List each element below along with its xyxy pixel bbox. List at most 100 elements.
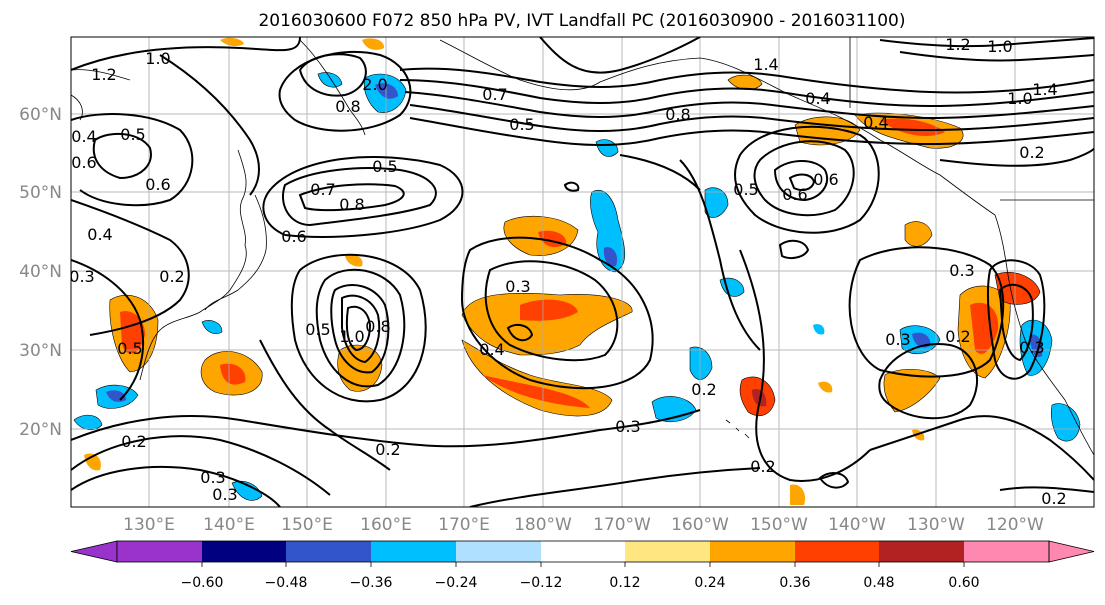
contour-label: 0.8 <box>339 195 364 214</box>
lon-label: 170°E <box>438 515 490 535</box>
pv-positive-patch <box>482 375 590 408</box>
pv-negative-patch <box>1030 334 1043 358</box>
pv-contour <box>71 435 331 496</box>
pv-positive-patch <box>362 38 385 50</box>
pv-positive-patch <box>818 381 833 393</box>
contour-label: 0.5 <box>117 339 142 358</box>
colorbar: −0.60 −0.48 −0.36 −0.24 −0.12 0.12 0.24 0.36 0.4… <box>70 540 1095 591</box>
contour-label: 1.0 <box>145 49 170 68</box>
lat-label: 30°N <box>19 341 62 361</box>
pv-positive-patch <box>220 37 244 47</box>
pv-contour <box>848 246 1005 378</box>
contour-label: 0.3 <box>615 417 640 436</box>
contour-label: 1.4 <box>1032 80 1057 99</box>
contour-label: 0.3 <box>505 277 530 296</box>
contour-label: 0.3 <box>212 485 237 504</box>
pv-contour <box>404 91 1094 120</box>
contour-label: 0.6 <box>813 170 838 189</box>
lon-label: 140°E <box>203 515 255 535</box>
contour-label: 0.6 <box>281 227 306 246</box>
pv-contour <box>734 125 880 234</box>
colorbar-arrow-left <box>70 540 118 563</box>
pv-contour <box>460 236 654 390</box>
pv-contour <box>399 79 1094 108</box>
contour-label: 0.5 <box>120 125 145 144</box>
pv-negative-patch <box>1050 403 1081 442</box>
colorbar-tick-label: −0.48 <box>265 575 308 591</box>
lon-label: 150°W <box>750 515 808 535</box>
contour-label: 0.4 <box>479 340 504 359</box>
pv-contour <box>899 51 1094 62</box>
pv-contour <box>330 284 390 374</box>
contour-label: 0.5 <box>305 320 330 339</box>
pv-contour <box>71 259 144 401</box>
contour-label: 0.8 <box>365 317 390 336</box>
lon-label: 130°W <box>907 515 965 535</box>
coastline-asia <box>71 39 366 381</box>
pv-contour <box>986 259 1046 380</box>
colorbar-tick-label: 0.24 <box>694 575 725 591</box>
pv-contour <box>262 156 464 238</box>
pv-negative-patch <box>603 247 618 267</box>
pv-contour <box>818 472 850 489</box>
colorbar-segment <box>371 541 456 562</box>
map-plot-area: 1.01.20.50.60.60.40.20.30.52.00.80.70.80… <box>71 35 1094 507</box>
colorbar-segment <box>456 541 541 562</box>
lat-label: 60°N <box>19 105 62 125</box>
contour-label: 0.3 <box>885 330 910 349</box>
pv-contour <box>563 181 580 192</box>
pv-contour <box>282 167 437 227</box>
pv-contour <box>278 51 412 132</box>
colorbar-segment <box>202 541 286 562</box>
pv-contour <box>71 199 190 336</box>
colorbar-tick-label: −0.36 <box>350 575 393 591</box>
pv-contour <box>345 305 372 352</box>
lon-label: 180°W <box>514 515 572 535</box>
latitude-labels: 60°N 50°N 40°N 30°N 20°N <box>19 105 62 440</box>
pv-contour <box>159 54 260 196</box>
pv-positive-patch <box>345 254 363 267</box>
contour-label: 0.3 <box>1019 338 1044 357</box>
contour-label: 0.2 <box>121 432 146 451</box>
pv-negative-patch <box>201 320 223 334</box>
pv-negative-patch <box>231 480 263 501</box>
contour-label: 0.2 <box>375 440 400 459</box>
lon-label: 130°E <box>123 515 175 535</box>
contour-label: 1.4 <box>753 55 778 74</box>
map-frame <box>70 36 1095 508</box>
border-canada-us <box>849 37 1094 201</box>
colorbar-segment <box>541 541 625 562</box>
contour-label: 0.4 <box>71 127 96 146</box>
pv-positive-patch <box>120 311 145 354</box>
pv-negative-patch <box>73 414 103 430</box>
pv-contour <box>92 132 152 180</box>
pv-contour <box>259 339 391 471</box>
pv-contour <box>469 467 761 507</box>
pv-contour <box>341 294 381 364</box>
pv-contour <box>869 415 1094 481</box>
lat-label: 40°N <box>19 262 62 282</box>
pv-contour <box>71 409 701 448</box>
pv-positive-patch <box>752 388 767 407</box>
contour-label: 0.7 <box>482 85 507 104</box>
pv-positive-patch <box>904 221 933 247</box>
lon-label: 120°W <box>986 515 1044 535</box>
pv-positive-patch <box>994 272 1041 305</box>
contour-label: 0.2 <box>159 267 184 286</box>
coastline-japan <box>204 194 267 311</box>
pv-contour <box>539 37 701 74</box>
pv-contour <box>753 140 855 217</box>
pv-contour <box>778 239 810 259</box>
contour-label: 1.0 <box>987 37 1012 56</box>
pv-contour <box>290 253 427 403</box>
contour-label: 0.2 <box>945 327 970 346</box>
pv-contour <box>739 249 871 482</box>
contour-label: 0.4 <box>863 113 888 132</box>
colorbar-segment <box>625 541 710 562</box>
map-title: 2016030600 F072 850 hPa PV, IVT Landfall… <box>258 11 905 31</box>
contour-label: 1.2 <box>945 35 970 54</box>
contour-labels: 1.01.20.50.60.60.40.20.30.52.00.80.70.80… <box>71 35 1067 507</box>
colorbar-tick-label: 0.12 <box>609 575 640 591</box>
contour-label: 0.5 <box>372 157 397 176</box>
lat-label: 20°N <box>19 420 62 440</box>
